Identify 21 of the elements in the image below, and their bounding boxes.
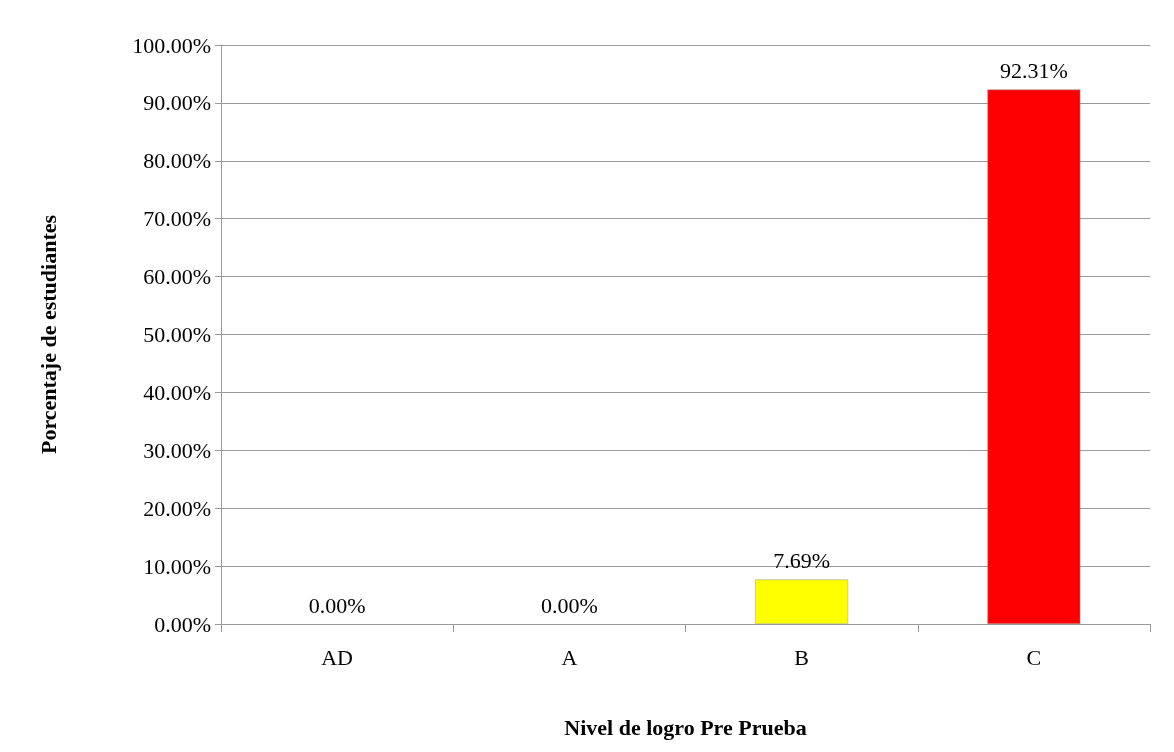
data-label: 0.00% bbox=[540, 592, 598, 618]
x-tick-label: AD bbox=[321, 644, 354, 670]
y-tick-label: 100.00% bbox=[132, 32, 211, 58]
y-tick-label: 10.00% bbox=[143, 553, 211, 579]
x-axis-title: Nivel de logro Pre Prueba bbox=[564, 714, 807, 740]
y-tick-label: 40.00% bbox=[143, 379, 211, 405]
y-tick-label: 30.00% bbox=[143, 437, 211, 463]
y-tick-label: 0.00% bbox=[154, 611, 211, 637]
data-label: 7.69% bbox=[773, 547, 831, 573]
y-tick-label: 20.00% bbox=[143, 495, 211, 521]
y-tick-label: 80.00% bbox=[143, 148, 211, 174]
y-tick-label: 70.00% bbox=[143, 206, 211, 232]
x-tick-label: A bbox=[561, 644, 578, 670]
x-tick-label: B bbox=[794, 644, 809, 670]
x-tick-label: C bbox=[1026, 644, 1042, 670]
data-label: 92.31% bbox=[999, 58, 1068, 84]
y-axis-title: Porcentaje de estudiantes bbox=[35, 214, 61, 455]
y-tick-label: 90.00% bbox=[143, 90, 211, 116]
y-tick-label: 50.00% bbox=[143, 322, 211, 347]
y-tick-label: 60.00% bbox=[143, 264, 211, 290]
data-label: 0.00% bbox=[308, 592, 366, 618]
